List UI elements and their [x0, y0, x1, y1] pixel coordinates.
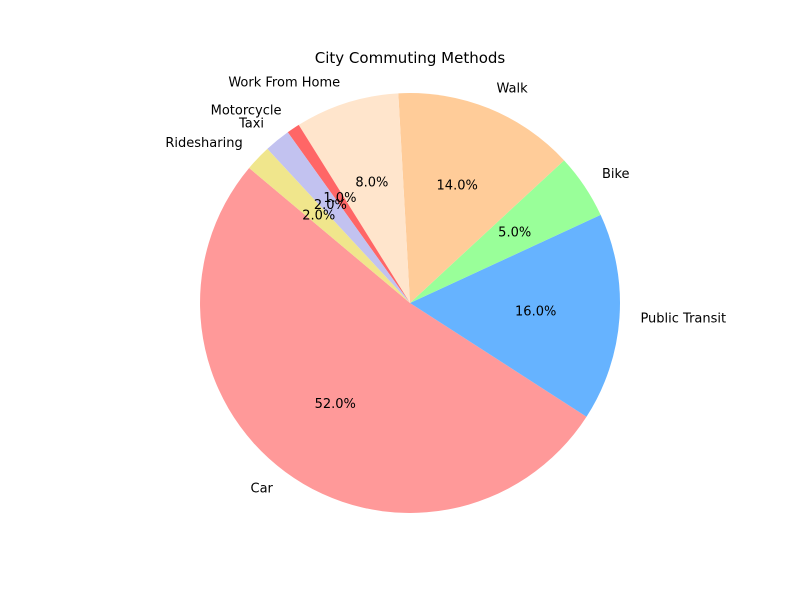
pie-slice-work-from-home — [298, 93, 410, 303]
percentage-labels: 52.0%16.0%5.0%14.0%8.0%1.0%2.0%2.0% — [302, 175, 556, 412]
slice-label-bike: Bike — [602, 167, 630, 182]
pie-slice-bike — [410, 160, 601, 303]
slice-label-car: Car — [251, 481, 274, 496]
pie-slice-public-transit — [410, 214, 620, 417]
slice-labels: Car Public Transit Bike Walk Work From Home M… — [165, 75, 726, 496]
slice-label-ridesharing: Ridesharing — [165, 136, 242, 151]
slice-label-public-transit: Public Transit — [640, 312, 726, 327]
pie-slice-walk — [398, 93, 565, 304]
slice-label-taxi: Taxi — [238, 116, 264, 131]
pie-slices — [200, 93, 620, 513]
pie-slice-ridesharing — [249, 148, 410, 303]
pie-slice-motorcycle — [287, 124, 410, 303]
chart-title: City Commuting Methods — [315, 49, 506, 67]
pct-label-taxi: 2.0% — [314, 198, 347, 213]
slice-label-motorcycle: Motorcycle — [211, 104, 282, 119]
pie-slice-car — [200, 168, 587, 513]
pie-slice-taxi — [267, 132, 410, 303]
pct-label-public-transit: 16.0% — [515, 304, 556, 319]
pct-label-bike: 5.0% — [498, 225, 531, 240]
pct-label-motorcycle: 1.0% — [323, 191, 356, 206]
pct-label-work-from-home: 8.0% — [355, 175, 388, 190]
pct-label-ridesharing: 2.0% — [302, 209, 335, 224]
slice-label-work-from-home: Work From Home — [228, 75, 340, 90]
pct-label-car: 52.0% — [315, 397, 356, 412]
pct-label-walk: 14.0% — [437, 179, 478, 194]
slice-label-walk: Walk — [497, 81, 529, 96]
